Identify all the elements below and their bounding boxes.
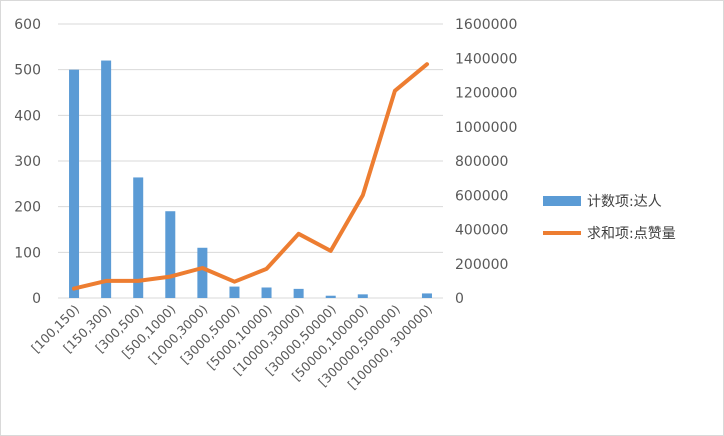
right-tick-label: 800000 xyxy=(455,154,508,170)
legend-bar-label: 计数项:达人 xyxy=(587,194,662,210)
legend: 计数项:达人 求和项:点赞量 xyxy=(543,194,676,242)
bar xyxy=(69,69,80,299)
left-tick-label: 100 xyxy=(14,245,41,261)
legend-line-label: 求和项:点赞量 xyxy=(587,226,676,242)
left-tick-label: 300 xyxy=(14,154,41,170)
bar xyxy=(165,211,176,298)
left-tick-label: 600 xyxy=(14,17,41,33)
right-tick-label: 600000 xyxy=(455,188,508,204)
bar xyxy=(261,287,272,298)
left-tick-label: 500 xyxy=(14,63,41,79)
left-tick-label: 0 xyxy=(32,291,41,307)
right-tick-label: 1400000 xyxy=(455,51,517,67)
bar xyxy=(421,293,432,298)
bar xyxy=(293,288,304,298)
bar xyxy=(133,177,144,298)
gridlines xyxy=(58,23,443,299)
right-tick-label: 1600000 xyxy=(455,17,517,33)
right-tick-label: 200000 xyxy=(455,257,508,273)
bar xyxy=(101,60,112,299)
bar xyxy=(197,247,208,298)
line-series xyxy=(72,62,429,291)
legend-bar-key xyxy=(543,196,581,206)
category-labels: [100,150)[150,300)[300,500)[500,1000)[10… xyxy=(28,302,435,393)
left-tick-label: 200 xyxy=(14,200,41,216)
left-tick-label: 400 xyxy=(14,108,41,124)
right-tick-label: 1200000 xyxy=(455,86,517,102)
right-tick-label: 0 xyxy=(455,291,464,307)
right-tick-label: 1000000 xyxy=(455,120,517,136)
bar xyxy=(325,295,336,298)
right-axis-ticks: 0 200000 400000 600000 800000 1000000 1200000 1… xyxy=(455,17,517,307)
bar xyxy=(229,286,240,298)
bar xyxy=(357,294,368,298)
right-tick-label: 400000 xyxy=(455,223,508,239)
bar-series xyxy=(69,60,432,299)
left-axis-ticks: 0 100 200 300 400 500 600 xyxy=(14,17,41,307)
